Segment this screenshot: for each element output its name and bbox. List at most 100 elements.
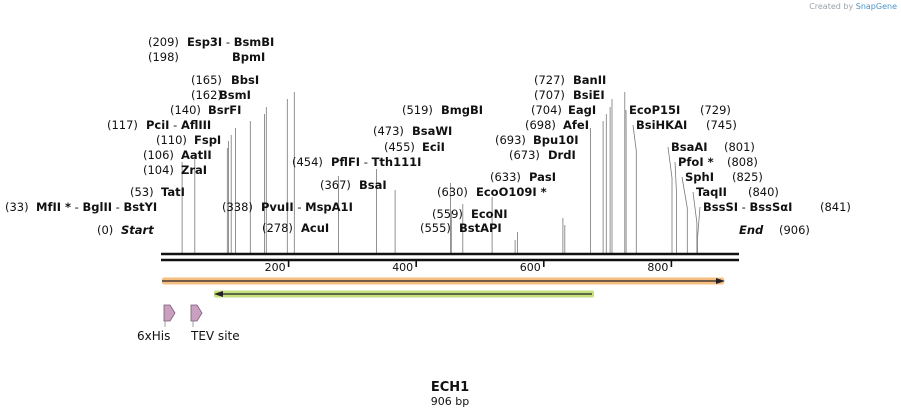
site-position: (209) [148,35,179,49]
site-pflfi[interactable]: (454) PflFI - Tth111I [292,155,421,169]
site-bsawi[interactable]: (473) BsaWI [373,124,452,138]
site-position: (808) [727,155,758,169]
site-acui[interactable]: (278) AcuI [262,221,329,235]
feature-tev-site[interactable]: TEV site [190,304,240,343]
site-bstapi[interactable]: (555) BstAPI [420,221,502,235]
site-pfoi[interactable]: (808) PfoI * [678,155,758,169]
site-taqii[interactable]: (840) TaqII [696,185,779,199]
site-ecii[interactable]: (455) EciI [384,140,445,154]
site-enzyme-names: MfII * - BglII - BstYI [36,200,157,214]
site-pcii[interactable]: (117) PciI - AflIII [107,118,211,132]
site-bsmi[interactable]: (162)BsmI [191,88,251,102]
orf-forward-bar[interactable] [162,277,725,285]
site-fspi[interactable]: (110) FspI [156,133,221,147]
site-bpu10i[interactable]: (693) Bpu10I [495,133,578,147]
backbone-ticks: 200 400 600 800 [265,260,673,274]
site-afei[interactable]: (698) AfeI [525,118,589,132]
site-position: (33) [5,200,29,214]
site-enzyme-names: TatI [161,185,185,199]
site-bsihkai[interactable]: (745) BsiHKAI [636,118,737,132]
site-enzyme-names: BsaWI [412,124,452,138]
site-enzyme-names: EciI [422,140,445,154]
site-enzyme-names: BsiHKAI [636,118,687,132]
tick-label-400: 400 [392,261,413,274]
site-bsssi[interactable]: (841) BssSI - BssSαI [703,200,851,214]
site-esp3i[interactable]: (209) Esp3I - BsmBI [148,35,274,49]
tick-label-600: 600 [520,261,541,274]
start-position: (0) [97,223,113,237]
end-label: End [739,223,764,237]
site-enzyme-names: BsmI [219,88,251,102]
site-position: (455) [384,140,415,154]
site-position: (559) [432,207,463,221]
cut-site-lines [181,92,701,253]
site-position: (117) [107,118,138,132]
site-pvuii[interactable]: (338) PvuII - MspA1I [222,200,353,214]
tag-icon [163,304,176,322]
site-position: (841) [820,200,851,214]
site-position: (110) [156,133,187,147]
credit-brand: SnapGene [855,2,897,11]
site-sphi[interactable]: (825) SphI [685,170,763,184]
tick-label-800: 800 [647,261,668,274]
site-banii[interactable]: (727) BanII [534,73,606,87]
site-position: (165) [191,73,222,87]
plasmid-name: ECH1 [431,380,469,395]
site-position: (707) [534,88,565,102]
site-enzyme-names: BanII [573,73,606,87]
site-enzyme-names: TaqII [696,185,727,199]
site-bsiei[interactable]: (707) BsiEI [534,88,605,102]
site-econi[interactable]: (559) EcoNI [432,207,507,221]
site-pasi[interactable]: (633) PasI [490,170,556,184]
site-position: (104) [143,163,174,177]
site-enzyme-names: ZraI [181,163,207,177]
site-position: (473) [373,124,404,138]
cut-line-bsihkai [632,124,637,253]
feature-6xhis[interactable]: 6xHis [137,304,176,343]
site-bpmi[interactable]: (198) BpmI [148,50,265,64]
site-aatii[interactable]: (106) AatII [143,148,212,162]
site-position: (278) [262,221,293,235]
site-bmgbi[interactable]: (519) BmgBI [402,103,483,117]
site-bsrfi[interactable]: (140) BsrFI [170,103,241,117]
cut-site-labels[interactable]: (209) Esp3I - BsmBI (198) BpmI (165) BbsI(162… [5,35,851,235]
site-enzyme-names: BstAPI [459,221,502,235]
site-position: (673) [509,148,540,162]
site-position: (555) [420,221,451,235]
site-zrai[interactable]: (104) ZraI [143,163,207,177]
site-position: (698) [525,118,556,132]
site-enzyme-names: Bpu10I [533,133,578,147]
site-enzyme-names: EagI [568,103,596,117]
site-position: (162) [191,88,222,102]
site-bbsi[interactable]: (165) BbsI [191,73,259,87]
site-position: (519) [402,103,433,117]
site-drdi[interactable]: (673) DrdI [509,148,576,162]
site-mfii[interactable]: (33) MfII * - BglII - BstYI [5,200,157,214]
site-position: (704) [531,103,562,117]
site-enzyme-names: AatII [181,148,212,162]
cut-line-sphi [681,176,688,253]
site-enzyme-names: PasI [529,170,556,184]
site-tati[interactable]: (53) TatI [130,185,185,199]
start-label: Start [121,223,154,237]
orf-reverse-bar[interactable] [214,290,594,298]
site-enzyme-names: Esp3I - BsmBI [187,35,274,49]
feature-label: TEV site [190,329,240,343]
site-position: (338) [222,200,253,214]
site-enzyme-names: EcoNI [471,207,507,221]
site-eagi[interactable]: (704) EagI [531,103,596,117]
site-enzyme-names: BpmI [232,50,265,64]
cut-line-bsssi [697,206,701,253]
plasmid-length: 906 bp [431,395,469,408]
cut-line-taqii [692,191,698,253]
site-enzyme-names: BsrFI [208,103,241,117]
site-position: (367) [320,178,351,192]
site-enzyme-names: BsiEI [573,88,605,102]
feature-label: 6xHis [137,329,170,343]
site-ecoo109i[interactable]: (630) EcoO109I * [437,185,547,199]
site-ecop15i[interactable]: (729) EcoP15I [629,103,731,117]
site-bsaai[interactable]: (801) BsaAI [671,140,755,154]
site-position: (198) [148,50,179,64]
site-bsai[interactable]: (367) BsaI [320,178,387,192]
